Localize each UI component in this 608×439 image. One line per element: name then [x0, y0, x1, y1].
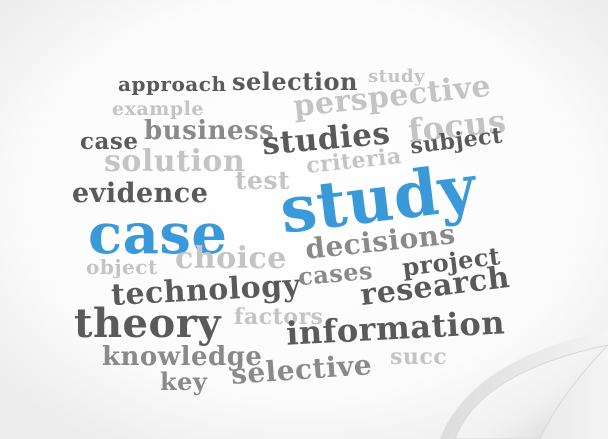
word-theory: theory — [74, 300, 222, 347]
word-test: test — [235, 166, 291, 195]
word-approach: approach — [118, 72, 227, 96]
word-succ: succ — [390, 344, 448, 370]
word-knowledge: knowledge — [102, 342, 263, 372]
word-case-small: case — [80, 128, 139, 155]
word-selection: selection — [232, 67, 358, 96]
word-evidence: evidence — [72, 178, 209, 209]
word-business: business — [144, 116, 275, 146]
word-object: object — [86, 255, 158, 279]
word-choice: choice — [175, 241, 287, 276]
word-key: key — [160, 367, 208, 396]
word-case-big: case — [88, 201, 228, 267]
word-study-small: study — [368, 66, 426, 87]
word-solution: solution — [104, 144, 246, 179]
word-example: example — [112, 98, 204, 120]
word-factors: factors — [234, 304, 324, 330]
